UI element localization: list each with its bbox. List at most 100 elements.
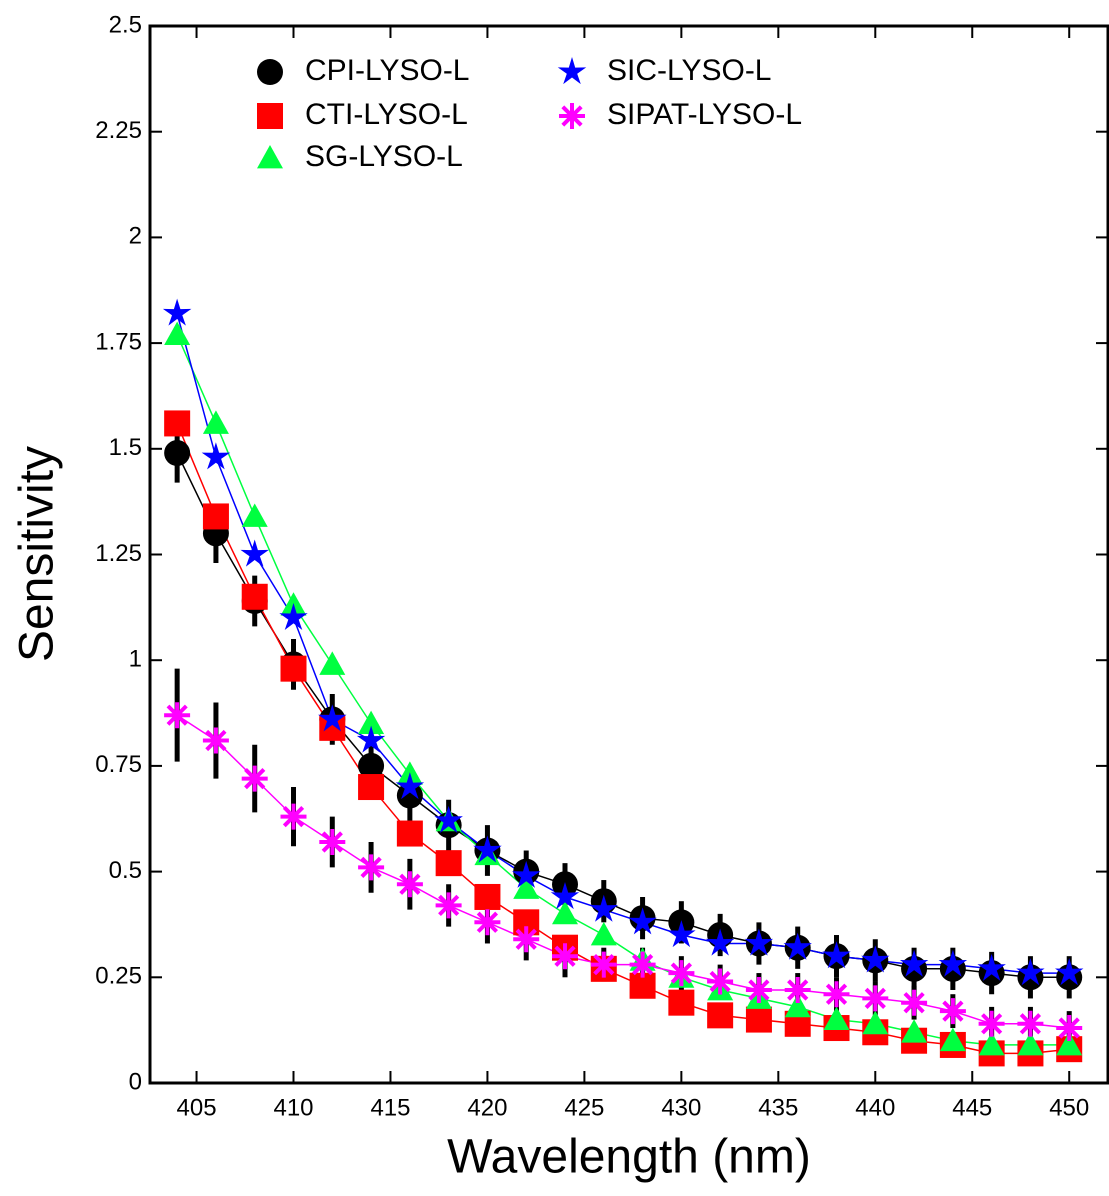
marker bbox=[705, 928, 735, 956]
marker bbox=[356, 725, 386, 753]
y-tick-label: 0.75 bbox=[95, 751, 142, 778]
marker bbox=[435, 892, 462, 919]
x-tick-label: 445 bbox=[952, 1094, 992, 1121]
marker bbox=[395, 772, 425, 800]
marker bbox=[1017, 1010, 1044, 1037]
marker bbox=[473, 835, 502, 863]
marker bbox=[784, 993, 811, 1018]
marker bbox=[668, 960, 695, 987]
marker bbox=[745, 1006, 772, 1033]
marker bbox=[668, 989, 695, 1016]
marker bbox=[201, 442, 231, 470]
x-tick-label: 450 bbox=[1049, 1094, 1089, 1121]
marker bbox=[628, 907, 657, 935]
marker bbox=[823, 981, 850, 1008]
marker bbox=[513, 926, 540, 953]
marker bbox=[358, 710, 385, 735]
marker bbox=[164, 702, 191, 729]
marker bbox=[938, 949, 968, 977]
marker bbox=[707, 1002, 734, 1029]
marker bbox=[901, 1019, 928, 1043]
marker bbox=[257, 59, 283, 85]
marker bbox=[939, 998, 966, 1025]
marker bbox=[241, 583, 268, 610]
marker bbox=[202, 503, 229, 530]
x-tick-label: 415 bbox=[370, 1094, 410, 1121]
x-tick-label: 435 bbox=[758, 1094, 798, 1121]
marker bbox=[202, 727, 229, 754]
marker bbox=[435, 850, 462, 877]
plot-frame bbox=[148, 24, 1109, 1085]
marker bbox=[358, 854, 385, 881]
marker bbox=[512, 860, 541, 888]
marker bbox=[358, 752, 385, 779]
y-tick-label: 0.25 bbox=[95, 963, 142, 990]
series-line bbox=[176, 452, 1070, 979]
x-tick-label: 430 bbox=[661, 1094, 701, 1121]
marker bbox=[280, 803, 307, 830]
marker bbox=[474, 883, 501, 910]
plot-area bbox=[162, 298, 1084, 1067]
y-tick-label: 2.5 bbox=[109, 11, 142, 38]
marker bbox=[164, 440, 191, 467]
x-tick-label: 405 bbox=[177, 1094, 217, 1121]
marker bbox=[590, 922, 617, 946]
marker bbox=[557, 57, 587, 85]
marker bbox=[280, 655, 307, 682]
marker bbox=[978, 1010, 1005, 1037]
y-tick-label: 0.5 bbox=[109, 857, 142, 884]
marker bbox=[1056, 1015, 1083, 1041]
marker bbox=[550, 882, 580, 910]
marker bbox=[1055, 958, 1084, 986]
marker bbox=[240, 539, 269, 567]
marker bbox=[202, 410, 229, 434]
marker bbox=[318, 704, 347, 732]
marker bbox=[899, 949, 929, 977]
x-tick-label: 440 bbox=[855, 1094, 895, 1121]
marker bbox=[164, 321, 191, 346]
marker bbox=[939, 1027, 966, 1052]
marker bbox=[823, 1006, 850, 1030]
x-tick-label: 425 bbox=[564, 1094, 604, 1121]
marker bbox=[257, 145, 283, 169]
marker bbox=[396, 820, 423, 847]
y-tick-label: 1.75 bbox=[95, 328, 142, 355]
marker bbox=[552, 943, 578, 970]
marker bbox=[513, 875, 540, 899]
legend-label: SIPAT-LYSO-L bbox=[607, 98, 802, 131]
series-line bbox=[176, 313, 1070, 974]
marker bbox=[978, 1031, 1005, 1056]
legend-label: CPI-LYSO-L bbox=[305, 54, 470, 87]
marker bbox=[552, 900, 579, 925]
marker bbox=[1056, 1031, 1083, 1056]
marker bbox=[434, 805, 463, 833]
y-tick-label: 0 bbox=[129, 1068, 142, 1095]
legend-label: SG-LYSO-L bbox=[305, 140, 463, 173]
marker bbox=[396, 782, 423, 809]
marker bbox=[396, 871, 423, 898]
marker bbox=[667, 920, 696, 948]
marker bbox=[257, 103, 283, 129]
marker bbox=[162, 298, 192, 326]
y-tick-label: 1 bbox=[129, 646, 142, 673]
legend-label: SIC-LYSO-L bbox=[607, 54, 772, 87]
marker bbox=[901, 989, 928, 1016]
marker bbox=[589, 894, 618, 922]
x-tick-label: 410 bbox=[273, 1094, 313, 1121]
marker bbox=[745, 977, 772, 1003]
marker bbox=[319, 651, 346, 675]
y-tick-label: 1.25 bbox=[95, 540, 142, 567]
marker bbox=[1016, 958, 1045, 986]
marker bbox=[822, 941, 851, 969]
marker bbox=[977, 953, 1006, 981]
y-tick-label: 1.5 bbox=[109, 434, 142, 461]
marker bbox=[241, 503, 268, 527]
marker bbox=[319, 829, 346, 855]
marker bbox=[1017, 1031, 1044, 1056]
marker bbox=[744, 928, 774, 956]
series-line bbox=[176, 423, 1070, 1055]
marker bbox=[474, 909, 501, 936]
series-line bbox=[176, 714, 1070, 1029]
x-tick-label: 420 bbox=[467, 1094, 507, 1121]
